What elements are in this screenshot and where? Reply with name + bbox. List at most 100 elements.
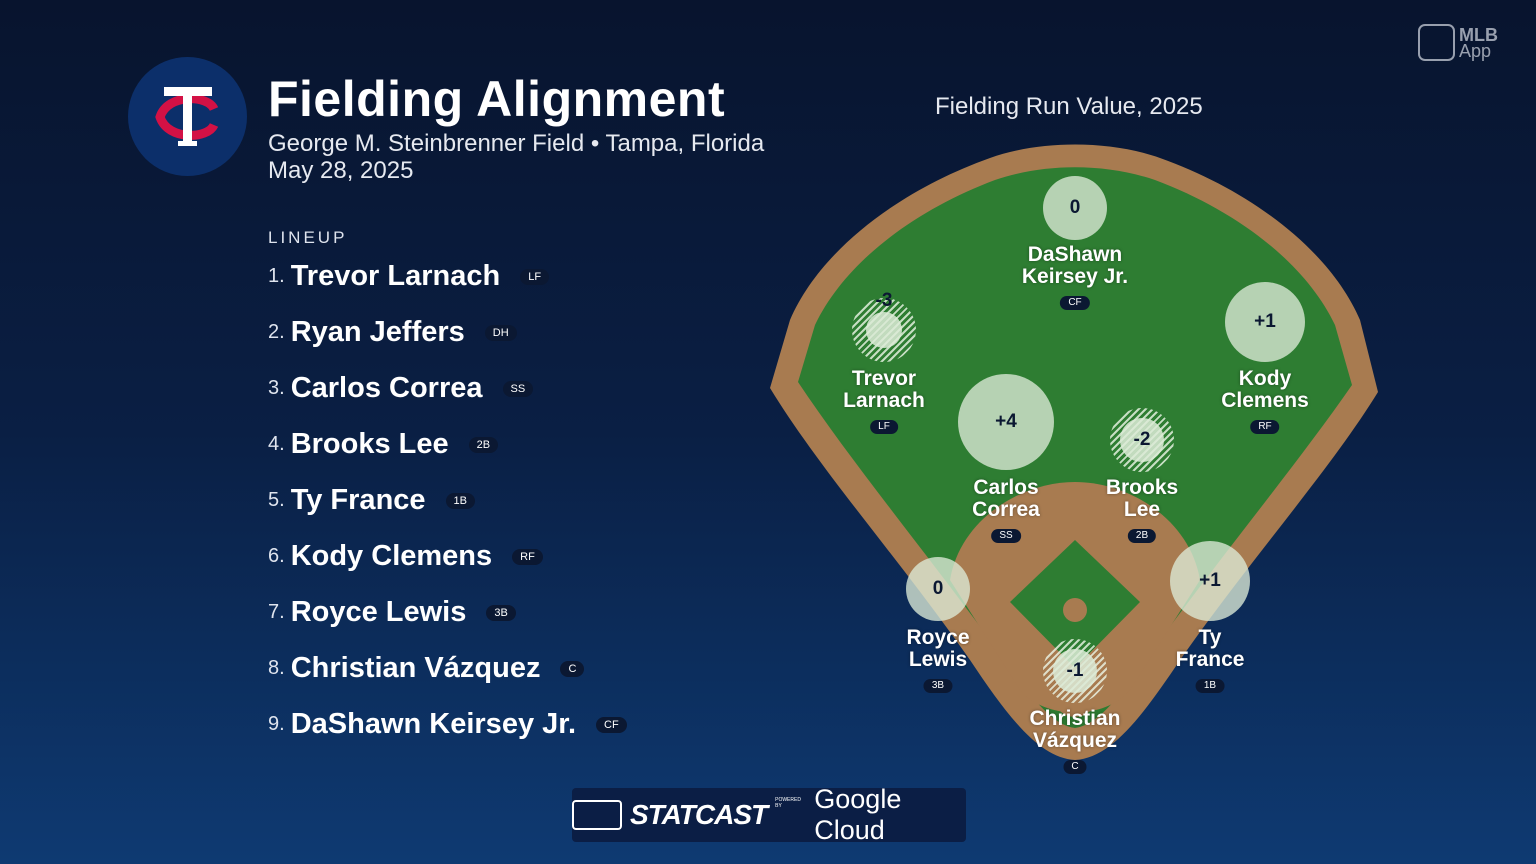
lineup-player-name: Ryan Jeffers: [290, 316, 465, 348]
lineup-number: 9.: [268, 713, 285, 735]
field-player-2b: Brooks Lee 2B: [1106, 477, 1178, 543]
field-player-3b: Royce Lewis 3B: [906, 626, 970, 693]
player-second-line: Correa: [972, 498, 1040, 521]
frv-value: 0: [932, 578, 944, 599]
venue: George M. Steinbrenner Field • Tampa, Fl…: [268, 130, 765, 157]
lineup-player-name: Brooks Lee: [290, 428, 449, 460]
mlb-logo-icon: [572, 800, 622, 830]
frv-bubble-ss: +4: [958, 374, 1054, 470]
position-badge: LF: [520, 268, 550, 285]
lineup-number: 8.: [268, 657, 285, 679]
frv-bubble-2b: -2: [1110, 408, 1174, 472]
frv-bubble-lf: -3: [852, 290, 916, 362]
position-badge: RF: [1250, 420, 1280, 434]
pitchers-mound: [1063, 598, 1087, 622]
player-first-line: Brooks: [1105, 476, 1179, 499]
twins-logo: [128, 57, 247, 176]
frv-bubble-3b: 0: [906, 557, 970, 621]
lineup-number: 5.: [268, 489, 285, 511]
frv-bubble-1b: +1: [1170, 541, 1250, 621]
frv-bubble-cf: 0: [1043, 176, 1107, 240]
field-player-cf: DaShawn Keirsey Jr. CF: [1022, 244, 1128, 310]
frv-value: -2: [1133, 429, 1151, 450]
lineup-number: 1.: [268, 265, 285, 287]
player-first-line: Kody: [1238, 367, 1292, 390]
player-second-line: Clemens: [1221, 389, 1309, 412]
player-second-line: Keirsey Jr.: [1021, 265, 1129, 288]
position-badge: SS: [502, 380, 534, 397]
lineup-player-name: Royce Lewis: [290, 596, 467, 628]
lineup-number: 3.: [268, 377, 285, 399]
position-badge: CF: [596, 716, 627, 733]
player-first-line: Christian: [1029, 707, 1121, 730]
lineup-player-name: Ty France: [290, 484, 426, 516]
lineup-player-name: Carlos Correa: [290, 372, 483, 404]
lineup-row: 6. Kody Clemens RF: [268, 540, 543, 573]
mlb-app-logo: MLB App: [1418, 24, 1498, 61]
player-first-line: Ty: [1198, 626, 1222, 649]
position-badge: 3B: [923, 679, 953, 693]
page-title: Fielding Alignment: [268, 71, 726, 127]
position-badge: C: [560, 660, 585, 677]
player-second-line: Lee: [1123, 498, 1161, 521]
player-second-line: Vázquez: [1032, 729, 1118, 752]
field-grass: [798, 167, 1352, 728]
frv-value: -3: [875, 290, 893, 311]
statcast-footer: STATCAST POWERED BY Google Cloud: [572, 784, 966, 845]
lineup-row: 3. Carlos Correa SS: [268, 372, 534, 405]
game-date: May 28, 2025: [268, 157, 414, 184]
position-badge: 1B: [445, 492, 476, 509]
position-badge: CF: [1060, 296, 1090, 310]
position-badge: 1B: [1195, 679, 1225, 693]
field-player-ss: Carlos Correa SS: [972, 477, 1040, 543]
frv-value: +1: [1199, 570, 1221, 591]
field-player-rf: Kody Clemens RF: [1221, 368, 1309, 434]
position-badge: C: [1063, 760, 1087, 774]
lineup-row: 1. Trevor Larnach LF: [268, 260, 550, 293]
powered-by: POWERED BY: [775, 797, 801, 809]
lineup-row: 4. Brooks Lee 2B: [268, 428, 499, 461]
google-cloud-logo: Google Cloud: [814, 784, 902, 845]
position-badge: DH: [484, 324, 517, 341]
player-first-line: Carlos: [973, 476, 1039, 499]
position-badge: LF: [870, 420, 898, 434]
mlb-app-subtext: App: [1459, 40, 1492, 61]
position-badge: RF: [512, 548, 543, 565]
field-player-c: Christian Vázquez C: [1029, 707, 1121, 774]
lineup-number: 2.: [268, 321, 285, 343]
statcast-logo: STATCAST: [629, 799, 768, 830]
frv-bubble-rf: +1: [1225, 282, 1305, 362]
field-player-lf: Trevor Larnach LF: [843, 368, 925, 434]
player-first-line: Trevor: [851, 367, 917, 390]
frv-value: +1: [1254, 311, 1276, 332]
field-player-1b: Ty France 1B: [1175, 626, 1245, 693]
position-badge: 2B: [1127, 529, 1157, 543]
lineup-row: 9. DaShawn Keirsey Jr. CF: [268, 708, 627, 741]
lineup-player-name: Kody Clemens: [290, 540, 493, 572]
mlb-logo-icon: [1418, 24, 1455, 61]
field-title: Fielding Run Value, 2025: [935, 93, 1203, 120]
lineup-number: 6.: [268, 545, 285, 567]
lineup-player-name: Christian Vázquez: [290, 652, 541, 684]
frv-value: 0: [1069, 197, 1081, 218]
player-second-line: France: [1175, 648, 1245, 671]
lineup-number: 7.: [268, 601, 285, 623]
lineup-heading: LINEUP: [268, 228, 348, 247]
position-badge: 3B: [486, 604, 516, 621]
lineup-row: 8. Christian Vázquez C: [268, 652, 585, 685]
frv-value: -1: [1066, 660, 1084, 681]
lineup-number: 4.: [268, 433, 285, 455]
position-badge: SS: [991, 529, 1021, 543]
position-badge: 2B: [468, 436, 499, 453]
player-second-line: Lewis: [908, 648, 968, 671]
player-second-line: Larnach: [843, 389, 925, 412]
frv-value: +4: [995, 411, 1017, 432]
mlb-app-text: MLB: [1459, 24, 1498, 45]
lineup-row: 7. Royce Lewis 3B: [268, 596, 516, 629]
lineup-row: 5. Ty France 1B: [268, 484, 476, 517]
lineup-row: 2. Ryan Jeffers DH: [268, 316, 517, 349]
player-first-line: Royce: [906, 626, 970, 649]
player-first-line: DaShawn: [1027, 243, 1123, 266]
frv-bubble-c: -1: [1043, 639, 1107, 703]
